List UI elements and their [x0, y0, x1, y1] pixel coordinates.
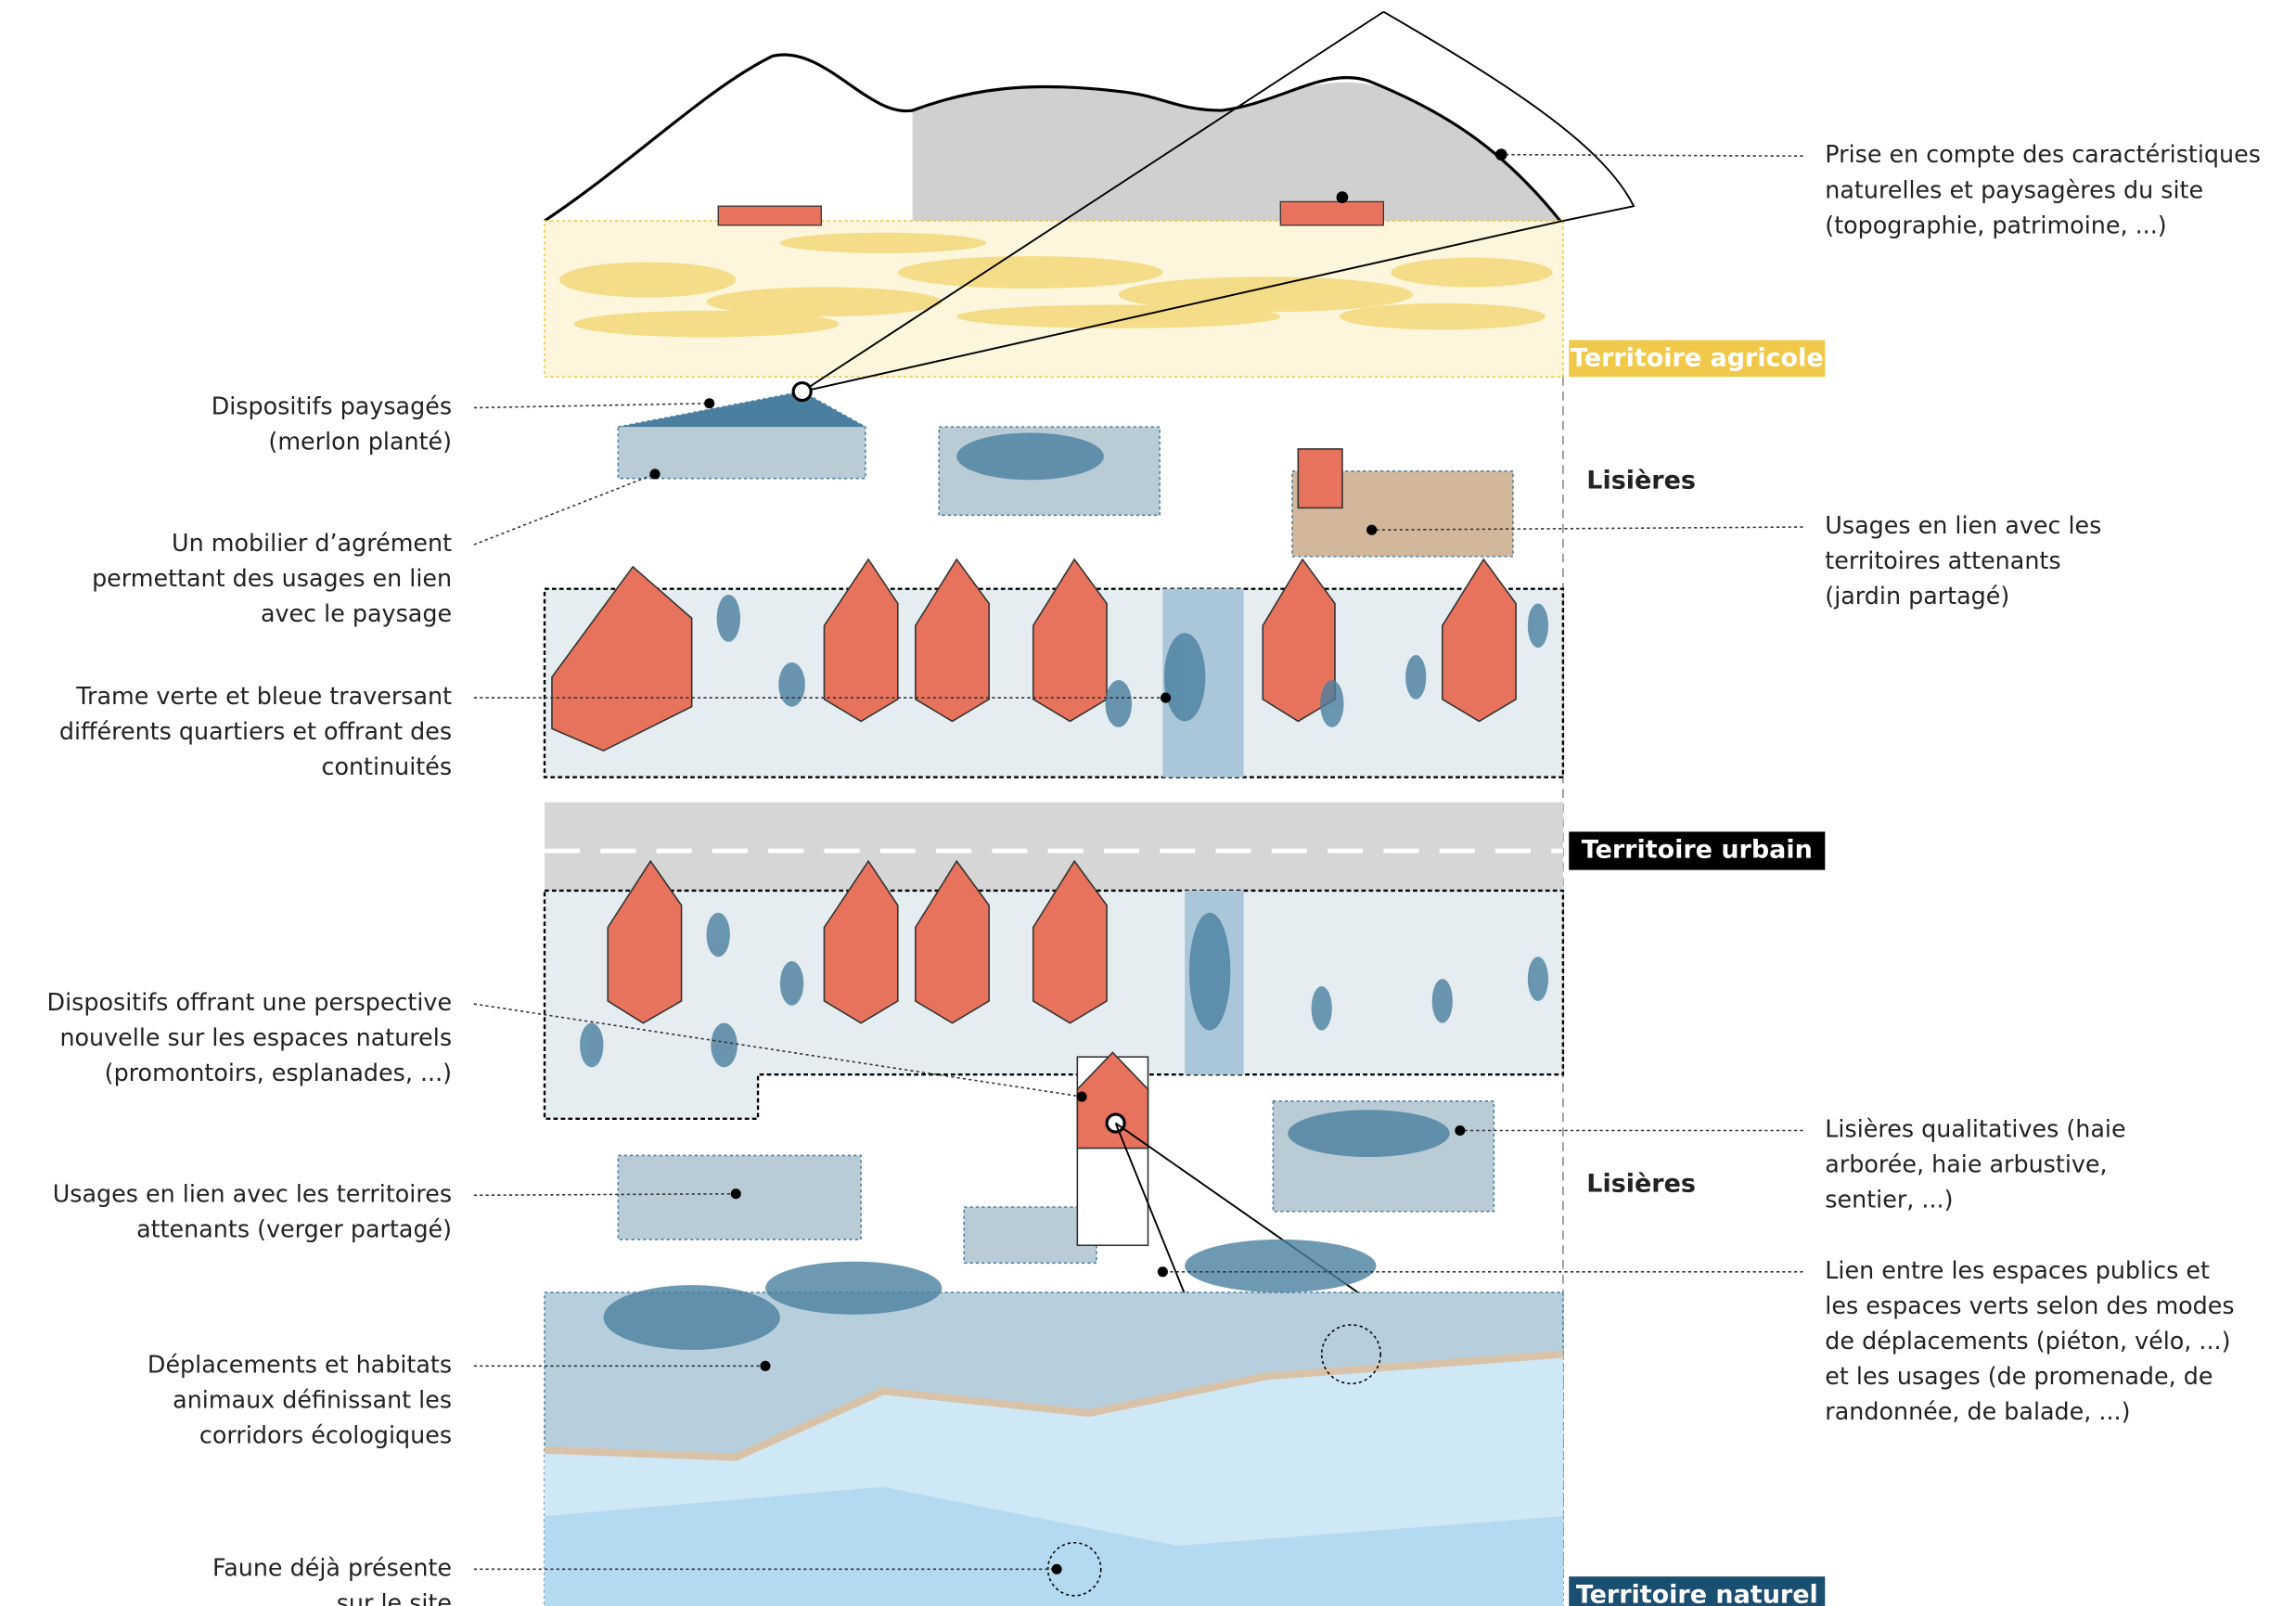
- annotation-text: Faune déjà présente: [212, 1553, 452, 1581]
- annotation-text: animaux définissant les: [173, 1385, 452, 1413]
- annotation-text: (topographie, patrimoine, ...): [1825, 211, 2166, 238]
- zone-label: Territoire agricole: [1571, 344, 1824, 373]
- annotation-text: Lien entre les espaces publics et: [1825, 1256, 2210, 1284]
- diagram: Territoire agricole Lisières Territoire …: [0, 0, 2296, 1606]
- annotation-text: Lisières qualitatives (haie: [1825, 1115, 2125, 1143]
- leader-dot: [1052, 1564, 1062, 1574]
- annotation-text: Trame verte et bleue traversant: [75, 682, 452, 710]
- annotation-text: territoires attenants: [1825, 546, 2060, 574]
- annotation-text: corridors écologiques: [199, 1421, 452, 1449]
- leader-dot: [1158, 1266, 1168, 1277]
- annotation-text: continuités: [322, 752, 453, 780]
- leader-dot: [1077, 1091, 1087, 1101]
- annotation-text: Usages en lien avec les: [1825, 511, 2101, 539]
- annotation-text: randonnée, de balade, ...): [1825, 1397, 2130, 1425]
- annotation-text: nouvelle sur les espaces naturels: [59, 1023, 452, 1051]
- annotation-text: arborée, haie arbustive,: [1825, 1150, 2107, 1178]
- zone-label: Territoire urbain: [1582, 836, 1813, 865]
- zone-label: Lisières: [1586, 1170, 1696, 1199]
- leader-line: [474, 404, 710, 408]
- annotation-text: Déplacements et habitats: [148, 1350, 452, 1378]
- zone-label: Territoire naturel: [1576, 1580, 1818, 1606]
- leader-dot: [649, 469, 660, 479]
- annotation-text: Usages en lien avec les territoires: [53, 1179, 452, 1207]
- annotation-text: Prise en compte des caractéristiques: [1825, 140, 2261, 168]
- zone-label: Lisières: [1586, 466, 1696, 495]
- annotation-text: sentier, ...): [1825, 1186, 1953, 1214]
- annotation-text: (jardin partagé): [1825, 582, 2009, 610]
- leader-dot: [760, 1361, 770, 1371]
- leader-dot: [731, 1188, 741, 1199]
- leader-dot: [704, 398, 714, 408]
- annotation-text: de déplacements (piéton, vélo, ...): [1825, 1327, 2230, 1355]
- annotation-text: et les usages (de promenade, de: [1825, 1362, 2213, 1390]
- zone-labels: Territoire agricole Lisières Territoire …: [1569, 340, 1825, 1606]
- leader-line: [1501, 155, 1802, 157]
- annotation-text: différents quartiers et offrant des: [59, 717, 452, 745]
- annotation-text: (merlon planté): [268, 428, 452, 456]
- annotation-text: permettant des usages en lien: [92, 564, 452, 592]
- annotation-text: avec le paysage: [261, 599, 452, 627]
- leader-dot: [1455, 1125, 1465, 1136]
- leader-dot: [1366, 525, 1377, 535]
- annotation-text: Dispositifs paysagés: [212, 392, 452, 420]
- annotation-text: attenants (verger partagé): [136, 1214, 452, 1242]
- illustration: [545, 12, 1634, 1606]
- leader-dot: [1496, 149, 1507, 160]
- annotation-text: sur le site: [337, 1588, 452, 1606]
- annotation-text: les espaces verts selon des modes: [1825, 1291, 2234, 1319]
- annotation-text: Dispositifs offrant une perspective: [47, 988, 453, 1016]
- annotation-text: (promontoirs, esplanades, ...): [105, 1059, 452, 1086]
- leader-dot: [1161, 693, 1171, 703]
- annotation-text: naturelles et paysagères du site: [1825, 175, 2203, 203]
- annotation-text: Un mobilier d’agrément: [172, 529, 452, 557]
- leader-line: [474, 474, 655, 545]
